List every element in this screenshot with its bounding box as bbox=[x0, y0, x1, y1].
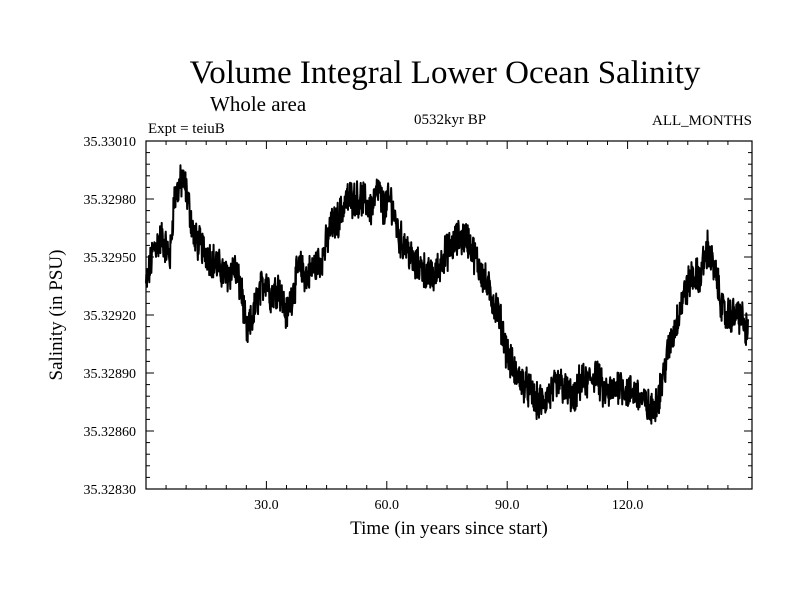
y-tick-label: 35.32860 bbox=[84, 425, 137, 440]
x-tick-label: 30.0 bbox=[254, 498, 279, 513]
y-tick-label: 35.32890 bbox=[84, 367, 137, 382]
x-tick-label: 120.0 bbox=[612, 498, 644, 513]
plot-frame bbox=[145, 140, 753, 490]
y-tick-label: 35.32920 bbox=[84, 309, 137, 324]
y-axis-title: Salinity (in PSU) bbox=[46, 250, 67, 381]
months-label: ALL_MONTHS bbox=[652, 113, 752, 129]
time-label: 0532kyr BP bbox=[414, 112, 486, 128]
y-tick-label: 35.32950 bbox=[84, 251, 137, 266]
x-tick-label: 60.0 bbox=[375, 498, 400, 513]
x-axis: 30.0 60.0 90.0 120.0 bbox=[165, 141, 729, 513]
y-tick-label: 35.32980 bbox=[84, 193, 137, 208]
chart-subtitle: Whole area bbox=[210, 92, 307, 116]
y-tick-label: 35.33010 bbox=[84, 135, 137, 150]
y-axis: 35.32830 35.32860 35.32890 35.32920 35.32950… bbox=[84, 135, 752, 498]
y-tick-label: 35.32830 bbox=[84, 483, 137, 498]
x-axis-title: Time (in years since start) bbox=[350, 518, 548, 539]
series-line-salinity bbox=[145, 164, 749, 425]
chart-title: Volume Integral Lower Ocean Salinity bbox=[190, 55, 701, 91]
experiment-label: Expt = teiuB bbox=[148, 121, 225, 137]
x-tick-label: 90.0 bbox=[495, 498, 520, 513]
